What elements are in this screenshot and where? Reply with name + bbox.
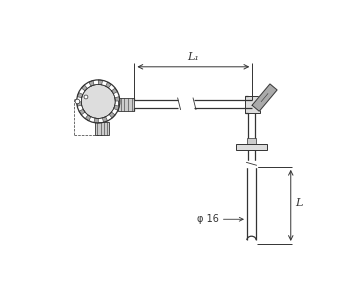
Polygon shape	[85, 115, 91, 121]
Polygon shape	[94, 118, 98, 123]
Polygon shape	[115, 97, 120, 101]
Polygon shape	[114, 105, 119, 110]
Polygon shape	[112, 88, 117, 94]
Polygon shape	[105, 82, 111, 88]
Polygon shape	[89, 80, 94, 86]
Polygon shape	[77, 92, 83, 98]
Text: L: L	[295, 199, 303, 208]
Text: φ 16: φ 16	[197, 214, 219, 224]
Circle shape	[75, 99, 80, 104]
Bar	[244, 96, 260, 113]
Bar	[236, 144, 267, 150]
Polygon shape	[109, 112, 115, 118]
Bar	[118, 98, 134, 111]
Polygon shape	[98, 80, 103, 85]
Circle shape	[84, 95, 88, 99]
Polygon shape	[79, 109, 85, 115]
Polygon shape	[252, 84, 277, 111]
Circle shape	[81, 85, 115, 118]
Bar	[247, 138, 256, 144]
Polygon shape	[102, 117, 108, 122]
Bar	[95, 122, 109, 135]
Text: L₁: L₁	[188, 52, 199, 62]
Polygon shape	[81, 85, 87, 91]
Polygon shape	[77, 102, 82, 106]
